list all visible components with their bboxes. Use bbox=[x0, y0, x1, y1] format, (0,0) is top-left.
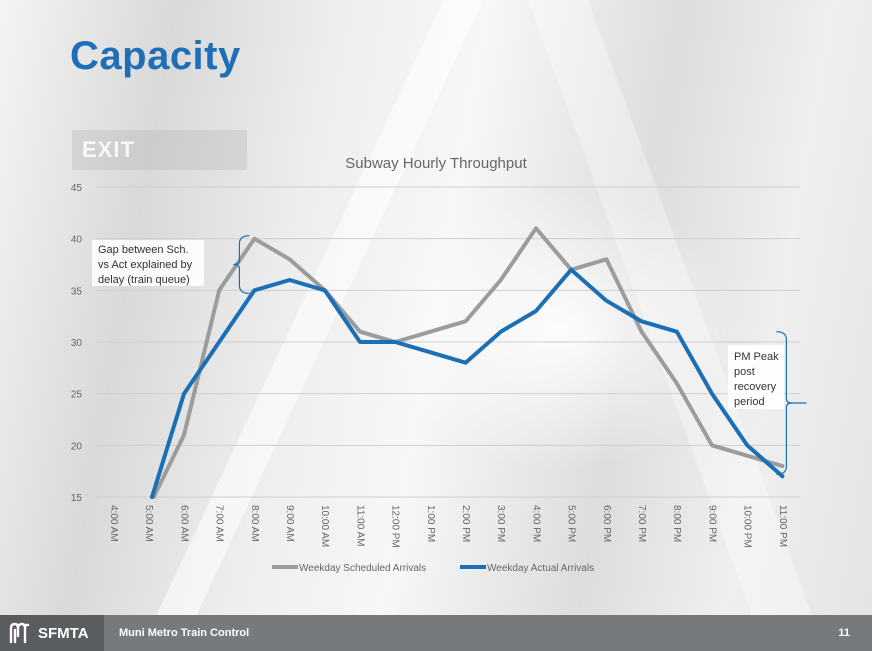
series-line-actual bbox=[150, 267, 785, 499]
footer-title: Muni Metro Train Control bbox=[119, 627, 250, 639]
x-tick-label: 8:00 AM bbox=[249, 505, 260, 542]
x-tick-label: 10:00 PM bbox=[742, 505, 753, 548]
x-tick-label: 7:00 AM bbox=[214, 505, 225, 542]
x-tick-label: 11:00 PM bbox=[777, 505, 788, 547]
annotation-text: post bbox=[734, 366, 755, 378]
annotation-text: vs Act explained by bbox=[98, 259, 193, 271]
x-tick-label: 7:00 PM bbox=[636, 505, 647, 542]
y-tick-label: 20 bbox=[71, 441, 83, 452]
x-tick-label: 10:00 AM bbox=[319, 505, 330, 547]
slide-background: EXIT bbox=[0, 0, 872, 615]
muni-logo-icon bbox=[9, 622, 30, 644]
series-line-scheduled bbox=[151, 226, 785, 499]
x-tick-label: 11:00 AM bbox=[354, 505, 365, 547]
annotation-text: delay (train queue) bbox=[98, 274, 190, 286]
y-tick-label: 40 bbox=[71, 235, 83, 246]
throughput-chart: Subway Hourly Throughput 15 20 25 30 35 40 45 4:… bbox=[71, 155, 807, 574]
legend-label: Weekday Scheduled Arrivals bbox=[299, 563, 426, 574]
annotation-brace bbox=[776, 331, 807, 475]
footer-bar: SFMTA Muni Metro Train Control 11 bbox=[0, 615, 872, 651]
annotation-text: period bbox=[734, 396, 765, 408]
annotation-text: recovery bbox=[734, 381, 777, 393]
y-tick-label: 45 bbox=[71, 183, 83, 194]
y-tick-label: 15 bbox=[71, 493, 83, 504]
x-tick-label: 4:00 AM bbox=[108, 505, 119, 542]
x-tick-label: 9:00 AM bbox=[284, 505, 295, 542]
x-tick-label: 5:00 PM bbox=[566, 505, 577, 542]
x-tick-label: 5:00 AM bbox=[143, 505, 154, 542]
annotation-brace bbox=[233, 235, 250, 294]
x-tick-label: 6:00 AM bbox=[178, 505, 189, 542]
x-tick-label: 4:00 PM bbox=[530, 505, 541, 542]
y-tick-label: 35 bbox=[71, 286, 83, 297]
exit-sign: EXIT bbox=[72, 130, 247, 170]
annotation-box bbox=[728, 345, 784, 409]
x-tick-label: 12:00 PM bbox=[390, 505, 401, 548]
annotation-text: Gap between Sch. bbox=[98, 244, 189, 256]
x-tick-label: 3:00 PM bbox=[495, 505, 506, 542]
y-tick-label: 30 bbox=[71, 338, 83, 349]
x-tick-label: 2:00 PM bbox=[460, 505, 471, 542]
y-tick-label: 25 bbox=[71, 390, 83, 401]
slide-title: Capacity bbox=[70, 34, 241, 78]
brand-name: SFMTA bbox=[38, 624, 89, 642]
page-number: 11 bbox=[838, 627, 850, 639]
x-tick-label: 6:00 PM bbox=[601, 505, 612, 542]
x-tick-label: 9:00 PM bbox=[706, 505, 717, 542]
x-tick-label: 8:00 PM bbox=[671, 505, 682, 542]
annotation-text: PM Peak bbox=[734, 351, 779, 363]
x-tick-label: 1:00 PM bbox=[425, 505, 436, 542]
legend-label: Weekday Actual Arrivals bbox=[487, 563, 594, 574]
chart-title: Subway Hourly Throughput bbox=[345, 155, 527, 172]
sfmta-logo: SFMTA bbox=[0, 615, 104, 651]
annotation-box bbox=[92, 240, 204, 286]
